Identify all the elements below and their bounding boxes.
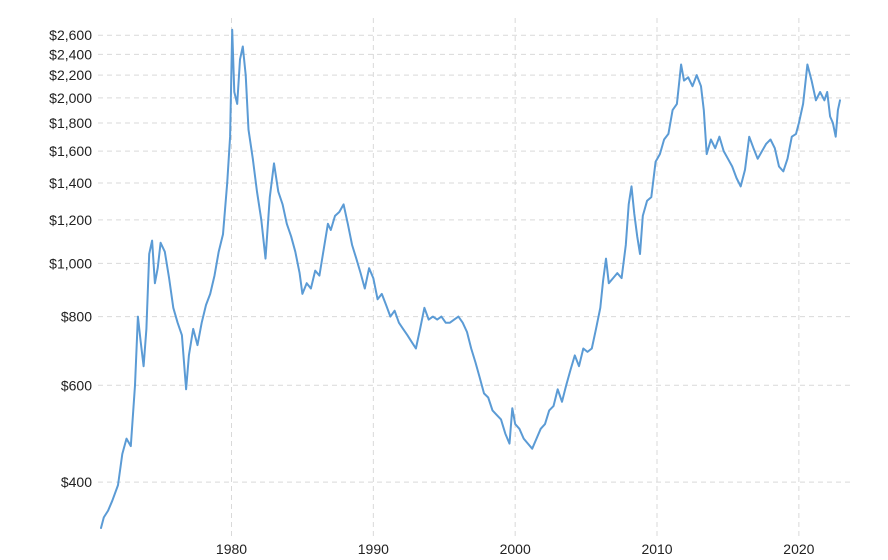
x-tick-label: 2010 <box>641 541 672 557</box>
y-axis-labels: $400 $600 $800 $1,000 $1,200 $1,400 $1,600 $1,8… <box>49 27 92 490</box>
x-tick-label: 1980 <box>216 541 247 557</box>
x-axis-labels: 1980 1990 2000 2010 2020 <box>216 541 815 557</box>
y-tick-label: $2,600 <box>49 27 92 43</box>
x-tick-label: 1990 <box>358 541 389 557</box>
y-tick-label: $400 <box>61 474 92 490</box>
y-tick-label: $2,400 <box>49 46 92 62</box>
y-tick-label: $1,800 <box>49 115 92 131</box>
y-tick-label: $800 <box>61 309 92 325</box>
y-tick-label: $2,200 <box>49 67 92 83</box>
y-tick-label: $2,000 <box>49 90 92 106</box>
y-tick-label: $600 <box>61 377 92 393</box>
y-tick-label: $1,000 <box>49 255 92 271</box>
y-tick-label: $1,600 <box>49 143 92 159</box>
y-tick-label: $1,400 <box>49 175 92 191</box>
series-layer <box>100 28 841 529</box>
price-series-line <box>100 28 841 529</box>
grid <box>98 18 852 540</box>
y-tick-label: $1,200 <box>49 212 92 228</box>
x-tick-label: 2000 <box>500 541 531 557</box>
x-tick-label: 2020 <box>783 541 814 557</box>
